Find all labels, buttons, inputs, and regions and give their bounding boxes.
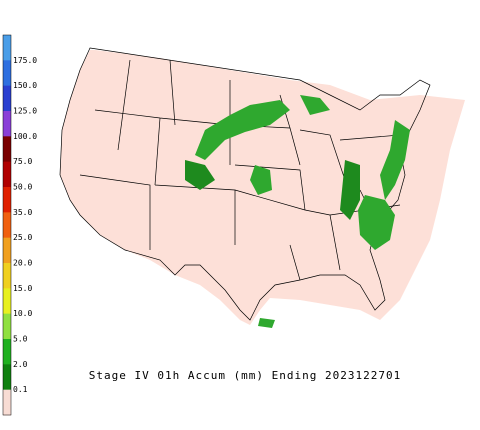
colorbar-segment — [3, 161, 11, 188]
colorbar-label: 175.0 — [13, 56, 37, 65]
colorbar-label: 0.1 — [13, 385, 28, 394]
colorbar-segment — [3, 364, 11, 391]
precipitation — [185, 95, 410, 328]
colorbar-segment — [3, 111, 11, 137]
colorbar-label: 25.0 — [13, 233, 32, 242]
colorbar-segment — [3, 35, 11, 61]
colorbar-segment — [3, 339, 11, 365]
colorbar-segment — [3, 136, 11, 163]
colorbar-segment — [3, 263, 11, 289]
colorbar-segment — [3, 60, 11, 87]
colorbar-label: 5.0 — [13, 335, 28, 344]
colorbar-segment — [3, 212, 11, 239]
colorbar-label: 15.0 — [13, 284, 32, 293]
colorbar-label: 10.0 — [13, 309, 32, 318]
colorbar-label: 150.0 — [13, 81, 37, 90]
country-outline — [59, 47, 431, 321]
caption: Stage IV 01h Accum (mm) Ending 202312270… — [89, 369, 402, 382]
colorbar-frame — [2, 34, 12, 416]
colorbar-segment — [3, 313, 11, 340]
colorbar-label: 2.0 — [13, 360, 28, 369]
colorbar-segment — [3, 187, 11, 213]
colorbar: 175.0 150.0 125.0 100.0 75.0 50.0 35.0 25.0 20.0… — [3, 35, 37, 416]
colorbar-label: 35.0 — [13, 208, 32, 217]
colorbar-label: 50.0 — [13, 183, 32, 192]
colorbar-label: 100.0 — [13, 132, 37, 141]
colorbar-label: 20.0 — [13, 259, 32, 268]
colorbar-label: 75.0 — [13, 157, 32, 166]
colorbar-segment — [3, 85, 11, 112]
colorbar-segment — [3, 389, 11, 416]
colorbar-segment — [3, 237, 11, 264]
colorbar-label: 125.0 — [13, 107, 37, 116]
colorbar-segment — [3, 288, 11, 315]
